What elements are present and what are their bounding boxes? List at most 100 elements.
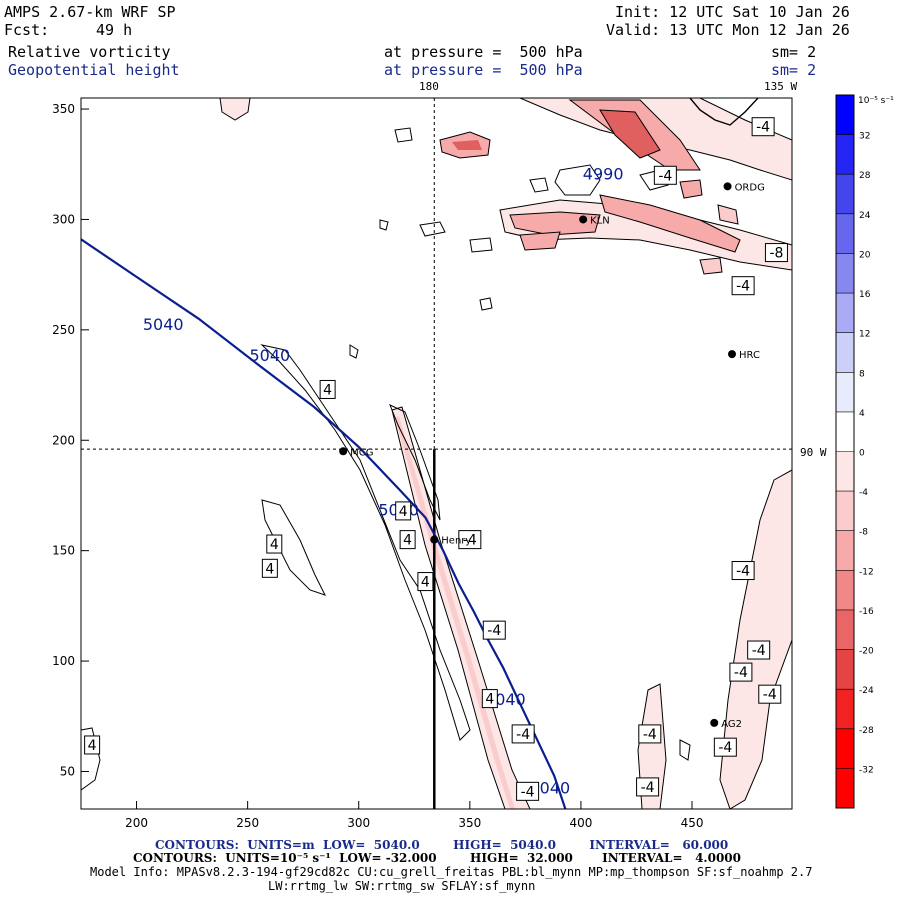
colorbar-segment-6 [836, 332, 854, 373]
longitude-135w-label: 135 W [764, 80, 798, 93]
colorbar-segment-11 [836, 530, 854, 571]
svg-text:-4: -4 [756, 120, 770, 136]
colorbar-segment-0 [836, 95, 854, 136]
vorticity-label-11: 4 [84, 735, 101, 755]
svg-text:-4: -4 [516, 727, 530, 743]
colorbar-unit: 10⁻⁵ s⁻¹ [858, 96, 894, 106]
vorticity-label-21: -4 [638, 724, 662, 744]
svg-text:-4: -4 [718, 740, 732, 756]
x-tick-label-300: 300 [347, 816, 370, 830]
colorbar-label-5: 12 [859, 330, 870, 340]
colorbar-label-4: 16 [859, 290, 871, 300]
svg-text:4: 4 [485, 692, 494, 708]
x-tick-label-250: 250 [236, 816, 259, 830]
svg-text:4: 4 [421, 575, 430, 591]
plot-area: 504050405040504050404990 444444-4-4-4-44… [81, 98, 792, 809]
colorbar-segment-12 [836, 570, 854, 611]
colorbar-label-12: -16 [859, 607, 874, 617]
height-label-5: 4990 [583, 165, 624, 184]
x-tick-label-350: 350 [458, 816, 481, 830]
svg-text:-8: -8 [769, 246, 783, 262]
vorticity-label-0: 4 [319, 379, 336, 399]
svg-text:-4: -4 [487, 623, 501, 639]
init-time: Init: 12 UTC Sat 10 Jan 26 [615, 3, 850, 21]
height-contour-info: CONTOURS: UNITS=m LOW= 5040.0 HIGH= 5040… [155, 838, 729, 852]
colorbar-segment-9 [836, 451, 854, 492]
y-tick-label-100: 100 [52, 654, 75, 668]
field1-name: Relative vorticity [8, 43, 171, 61]
svg-text:-4: -4 [658, 168, 672, 184]
y-tick-label-350: 350 [52, 102, 75, 116]
coastline [689, 98, 759, 126]
colorbar-label-13: -20 [859, 647, 874, 657]
colorbar-segment-3 [836, 213, 854, 254]
vorticity-label-6: -4 [458, 530, 482, 550]
svg-text:-4: -4 [763, 687, 777, 703]
x-tick-label-400: 400 [569, 816, 592, 830]
height-label-1: 5040 [250, 346, 291, 365]
vorticity-label-3: 4 [395, 501, 412, 521]
vorticity-fields [219, 98, 792, 809]
colorbar-segment-2 [836, 174, 854, 215]
vorticity-label-2: 4 [261, 558, 278, 578]
valid-time: Valid: 13 UTC Mon 12 Jan 26 [606, 21, 850, 39]
model-title: AMPS 2.67-km WRF SP [4, 3, 176, 21]
colorbar-label-8: 0 [859, 449, 865, 459]
svg-text:-4: -4 [643, 727, 657, 743]
colorbar-label-7: 4 [859, 409, 865, 419]
vorticity-label-13: -4 [653, 165, 677, 185]
stations: MCG Henry HRC AG2 ORDG KLN [339, 182, 765, 730]
colorbar-label-6: 8 [859, 369, 865, 379]
svg-text:MCG: MCG [350, 447, 373, 458]
colorbar-label-10: -8 [859, 528, 868, 538]
crosshair [81, 98, 792, 809]
svg-text:KLN: KLN [590, 215, 610, 226]
colorbar-segment-14 [836, 649, 854, 690]
svg-text:-4: -4 [736, 564, 750, 580]
longitude-180-label: 180 [419, 80, 439, 93]
colorbar: 32 28 24 20 16 12 8 4 0 -4 -8 -12 -16 -20 -24 -28 -32 10⁻… [835, 94, 894, 809]
colorbar-segment-16 [836, 728, 854, 769]
colorbar-label-11: -12 [859, 567, 874, 577]
field1-smoothing: sm= 2 [771, 43, 817, 61]
svg-text:AG2: AG2 [721, 719, 742, 730]
svg-text:-4: -4 [463, 533, 477, 549]
height-label-0: 5040 [143, 315, 184, 334]
field2-smoothing: sm= 2 [771, 61, 817, 79]
x-tick-label-200: 200 [125, 816, 148, 830]
positive-vorticity-contours [81, 127, 691, 791]
colorbar-segment-8 [836, 411, 854, 452]
vorticity-label-17: -4 [747, 640, 771, 660]
colorbar-segment-5 [836, 293, 854, 334]
svg-text:-4: -4 [736, 279, 750, 295]
longitude-90w-label: 90 W [800, 446, 827, 459]
station-henry: Henry [430, 535, 471, 547]
vorticity-label-16: -4 [731, 561, 755, 581]
vorticity-label-5: 4 [417, 572, 434, 592]
colorbar-label-16: -32 [859, 765, 874, 775]
svg-text:-4: -4 [752, 643, 766, 659]
vorticity-contour-info: CONTOURS: UNITS=10⁻⁵ s⁻¹ LOW= -32.000 HI… [133, 851, 741, 865]
colorbar-segment-15 [836, 689, 854, 730]
svg-text:4: 4 [323, 382, 332, 398]
vorticity-label-15: -4 [731, 276, 755, 296]
svg-text:ORDG: ORDG [735, 182, 765, 193]
colorbar-label-1: 28 [859, 171, 871, 181]
colorbar-segment-10 [836, 491, 854, 532]
field2-level: at pressure = 500 hPa [384, 61, 583, 79]
vorticity-label-9: -4 [516, 781, 540, 801]
svg-text:-4: -4 [734, 665, 748, 681]
vorticity-label-22: -4 [636, 777, 660, 797]
axes: 200 250 300 350 400 450 50 100 150 200 250 300 350 [52, 102, 703, 830]
vorticity-label-1: 4 [266, 534, 283, 554]
x-tick-label-450: 450 [681, 816, 704, 830]
height-contour-5040 [81, 238, 567, 809]
y-tick-label-50: 50 [60, 764, 75, 778]
vorticity-label-14: -8 [764, 243, 788, 263]
model-info: Model Info: MPASv8.2.3-194-gf29cd82c CU:… [90, 865, 813, 879]
forecast-label: Fcst: [4, 21, 50, 39]
colorbar-segment-4 [836, 253, 854, 294]
station-ag2: AG2 [710, 718, 742, 730]
